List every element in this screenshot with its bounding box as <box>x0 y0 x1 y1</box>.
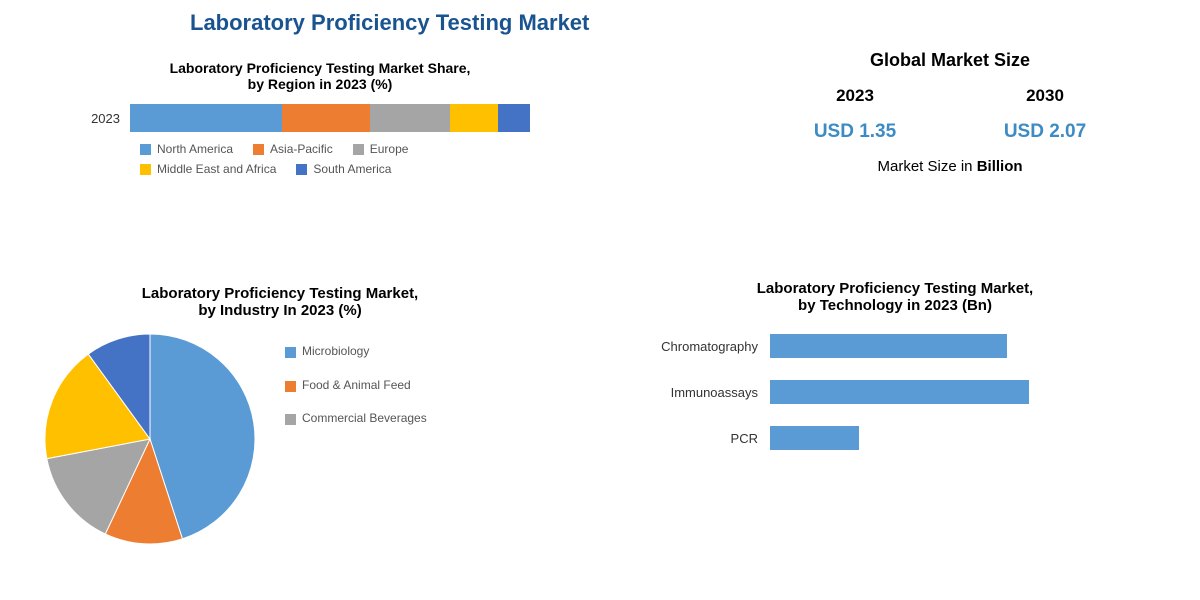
legend-swatch <box>140 144 151 155</box>
legend-item: North America <box>140 142 233 156</box>
legend-item: South America <box>296 162 391 176</box>
market-size-values-row: USD 1.35 USD 2.07 <box>760 121 1140 143</box>
legend-swatch <box>253 144 264 155</box>
legend-label: Microbiology <box>302 344 369 360</box>
region-year-label: 2023 <box>80 111 130 126</box>
region-segment <box>370 104 450 132</box>
pie-legend: Microbiology Food & Animal Feed Commercial… <box>285 344 447 445</box>
market-size-unit-prefix: Market Size in <box>877 158 976 175</box>
market-size-title: Global Market Size <box>760 50 1140 71</box>
legend-item: Asia-Pacific <box>253 142 333 156</box>
region-chart-title: Laboratory Proficiency Testing Market Sh… <box>80 60 560 92</box>
legend-swatch <box>285 381 296 392</box>
pie-chart-section: Laboratory Proficiency Testing Market,by… <box>45 285 545 544</box>
market-size-year-0: 2023 <box>836 86 874 106</box>
legend-item: Europe <box>353 142 409 156</box>
tech-bar-row: Immunoassays <box>630 380 1160 404</box>
pie-chart-svg <box>45 334 255 544</box>
legend-label: Asia-Pacific <box>270 142 333 156</box>
tech-bar <box>770 380 1029 404</box>
market-size-unit: Market Size in Billion <box>760 158 1140 175</box>
region-chart-section: Laboratory Proficiency Testing Market Sh… <box>80 60 560 182</box>
legend-swatch <box>285 347 296 358</box>
tech-bar-row: Chromatography <box>630 334 1160 358</box>
market-size-unit-bold: Billion <box>977 158 1023 175</box>
tech-bar-track <box>770 380 1160 404</box>
tech-bar-track <box>770 426 1160 450</box>
market-size-value-0: USD 1.35 <box>814 121 896 143</box>
legend-swatch <box>285 414 296 425</box>
legend-label: Europe <box>370 142 409 156</box>
legend-label: North America <box>157 142 233 156</box>
legend-swatch <box>296 164 307 175</box>
legend-item: Middle East and Africa <box>140 162 276 176</box>
tech-bar <box>770 334 1007 358</box>
tech-chart-title: Laboratory Proficiency Testing Market,by… <box>630 280 1160 314</box>
tech-bars: Chromatography Immunoassays PCR <box>630 334 1160 450</box>
tech-bar-label: Immunoassays <box>630 385 770 400</box>
legend-item: Microbiology <box>285 344 427 360</box>
legend-swatch <box>353 144 364 155</box>
pie-chart-title: Laboratory Proficiency Testing Market,by… <box>15 285 545 319</box>
region-segment <box>130 104 282 132</box>
tech-chart-section: Laboratory Proficiency Testing Market,by… <box>630 280 1160 472</box>
legend-swatch <box>140 164 151 175</box>
tech-bar-label: PCR <box>630 431 770 446</box>
legend-label: Food & Animal Feed <box>302 378 411 394</box>
legend-item: Food & Animal Feed <box>285 378 427 394</box>
tech-bar-label: Chromatography <box>630 339 770 354</box>
legend-label: Middle East and Africa <box>157 162 276 176</box>
region-legend: North America Asia-Pacific Europe Middle Ea… <box>140 142 560 182</box>
market-size-years-row: 2023 2030 <box>760 86 1140 106</box>
region-stacked-bar: 2023 <box>80 104 560 132</box>
legend-label: South America <box>313 162 391 176</box>
tech-bar-track <box>770 334 1160 358</box>
market-size-year-1: 2030 <box>1026 86 1064 106</box>
tech-bar <box>770 426 859 450</box>
region-segment <box>498 104 530 132</box>
market-size-section: Global Market Size 2023 2030 USD 1.35 US… <box>760 50 1140 175</box>
page-title: Laboratory Proficiency Testing Market <box>190 10 1180 36</box>
region-segment <box>450 104 498 132</box>
pie-chart-wrap: Microbiology Food & Animal Feed Commercial… <box>45 334 545 544</box>
legend-label: Commercial Beverages <box>302 411 427 427</box>
market-size-value-1: USD 2.07 <box>1004 121 1086 143</box>
legend-item: Commercial Beverages <box>285 411 427 427</box>
region-segment <box>282 104 370 132</box>
tech-bar-row: PCR <box>630 426 1160 450</box>
region-bar-track <box>130 104 530 132</box>
